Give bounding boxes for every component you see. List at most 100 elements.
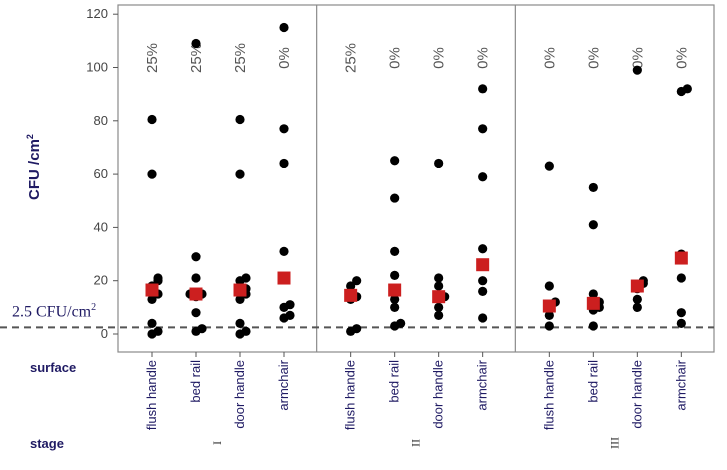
data-point (390, 193, 400, 203)
data-point (197, 324, 207, 334)
data-point (279, 246, 289, 256)
stage-row-label: stage (30, 436, 64, 451)
data-point (588, 321, 598, 331)
data-point (478, 84, 488, 94)
surface-label: armchair (475, 359, 490, 410)
stage-name-label: I (210, 441, 224, 445)
data-point (676, 273, 686, 283)
data-point (279, 124, 289, 134)
data-point (478, 286, 488, 296)
surface-label: flush handle (343, 360, 358, 430)
data-point (153, 273, 163, 283)
mean-marker (432, 290, 446, 304)
surface-label: bed rail (188, 360, 203, 403)
y-axis-label: CFU /cm2 (25, 134, 43, 200)
data-point (147, 169, 157, 179)
data-point (434, 302, 444, 312)
percent-label: 0% (431, 47, 448, 69)
percent-label: 25% (188, 43, 205, 73)
data-point (544, 310, 554, 320)
mean-marker (233, 283, 247, 297)
percent-label: 0% (387, 47, 404, 69)
mean-marker (630, 279, 644, 293)
data-marks: 25% 25% 25% 0% 25% 0% 0% 0% 0% 0% 0% 0% (144, 22, 692, 339)
percent-label: 0% (629, 47, 646, 69)
data-point (346, 281, 356, 291)
surface-label: door handle (629, 360, 644, 429)
data-point (352, 276, 362, 286)
data-point (544, 321, 554, 331)
mean-marker (476, 258, 490, 272)
data-point (632, 65, 642, 75)
surface-label: flush handle (144, 360, 159, 430)
y-tick-label: 0 (101, 326, 108, 341)
percent-label: 25% (343, 43, 360, 73)
plot-border (117, 4, 715, 353)
percent-label: 0% (475, 47, 492, 69)
data-point (478, 276, 488, 286)
stage-name-label: III (607, 437, 621, 449)
data-point (676, 318, 686, 328)
y-tick-label: 40 (94, 219, 108, 234)
data-point (434, 273, 444, 283)
data-point (478, 124, 488, 134)
data-point (478, 244, 488, 254)
data-point (241, 273, 251, 283)
plot-frame (117, 4, 715, 353)
data-point (147, 318, 157, 328)
data-point (153, 326, 163, 336)
data-point (390, 246, 400, 256)
percent-label: 0% (276, 47, 293, 69)
data-point (390, 294, 400, 304)
data-point (588, 182, 598, 193)
data-point (285, 310, 295, 320)
surface-label: bed rail (585, 360, 600, 403)
stage-name-label: II (409, 439, 423, 447)
data-point (544, 161, 554, 171)
mean-marker (542, 299, 556, 313)
data-point (191, 308, 201, 318)
data-point (434, 281, 444, 291)
data-point (396, 318, 406, 328)
surface-label: bed rail (387, 360, 402, 403)
surface-row-label: surface (30, 360, 77, 375)
surface-label: flush handle (541, 360, 556, 430)
data-point (632, 302, 642, 312)
y-tick-label: 60 (94, 166, 108, 181)
data-point (588, 220, 598, 230)
data-point (434, 310, 444, 320)
surface-label: door handle (431, 360, 446, 429)
data-point (632, 294, 642, 304)
data-point (147, 114, 157, 125)
percent-label: 0% (673, 47, 690, 69)
data-point (285, 300, 295, 310)
surface-label: armchair (276, 359, 291, 410)
mean-marker (344, 288, 358, 302)
data-point (235, 294, 245, 304)
y-axis: 0 20 40 60 80 100 120 (86, 6, 118, 341)
data-point (279, 22, 289, 33)
data-point (478, 313, 488, 323)
y-tick-label: 120 (86, 6, 108, 21)
surface-label: armchair (673, 359, 688, 410)
data-point (390, 302, 400, 312)
mean-marker (388, 283, 402, 297)
data-point (390, 156, 400, 166)
data-point (191, 273, 201, 283)
percent-label: 25% (232, 43, 249, 73)
reference-line-label: 2.5 CFU/cm2 (12, 302, 97, 321)
data-point (352, 324, 362, 334)
percent-label: 0% (585, 47, 602, 69)
data-point (191, 252, 201, 262)
y-tick-label: 100 (86, 60, 108, 75)
data-point (279, 158, 289, 169)
percent-label: 25% (144, 43, 161, 73)
data-point (241, 326, 251, 336)
mean-marker (189, 287, 203, 301)
data-point (588, 289, 598, 299)
data-point (676, 308, 686, 318)
x-axis: flush handle bed rail door handle armchair I… (144, 352, 688, 449)
y-tick-label: 80 (94, 113, 108, 128)
data-point (544, 281, 554, 291)
